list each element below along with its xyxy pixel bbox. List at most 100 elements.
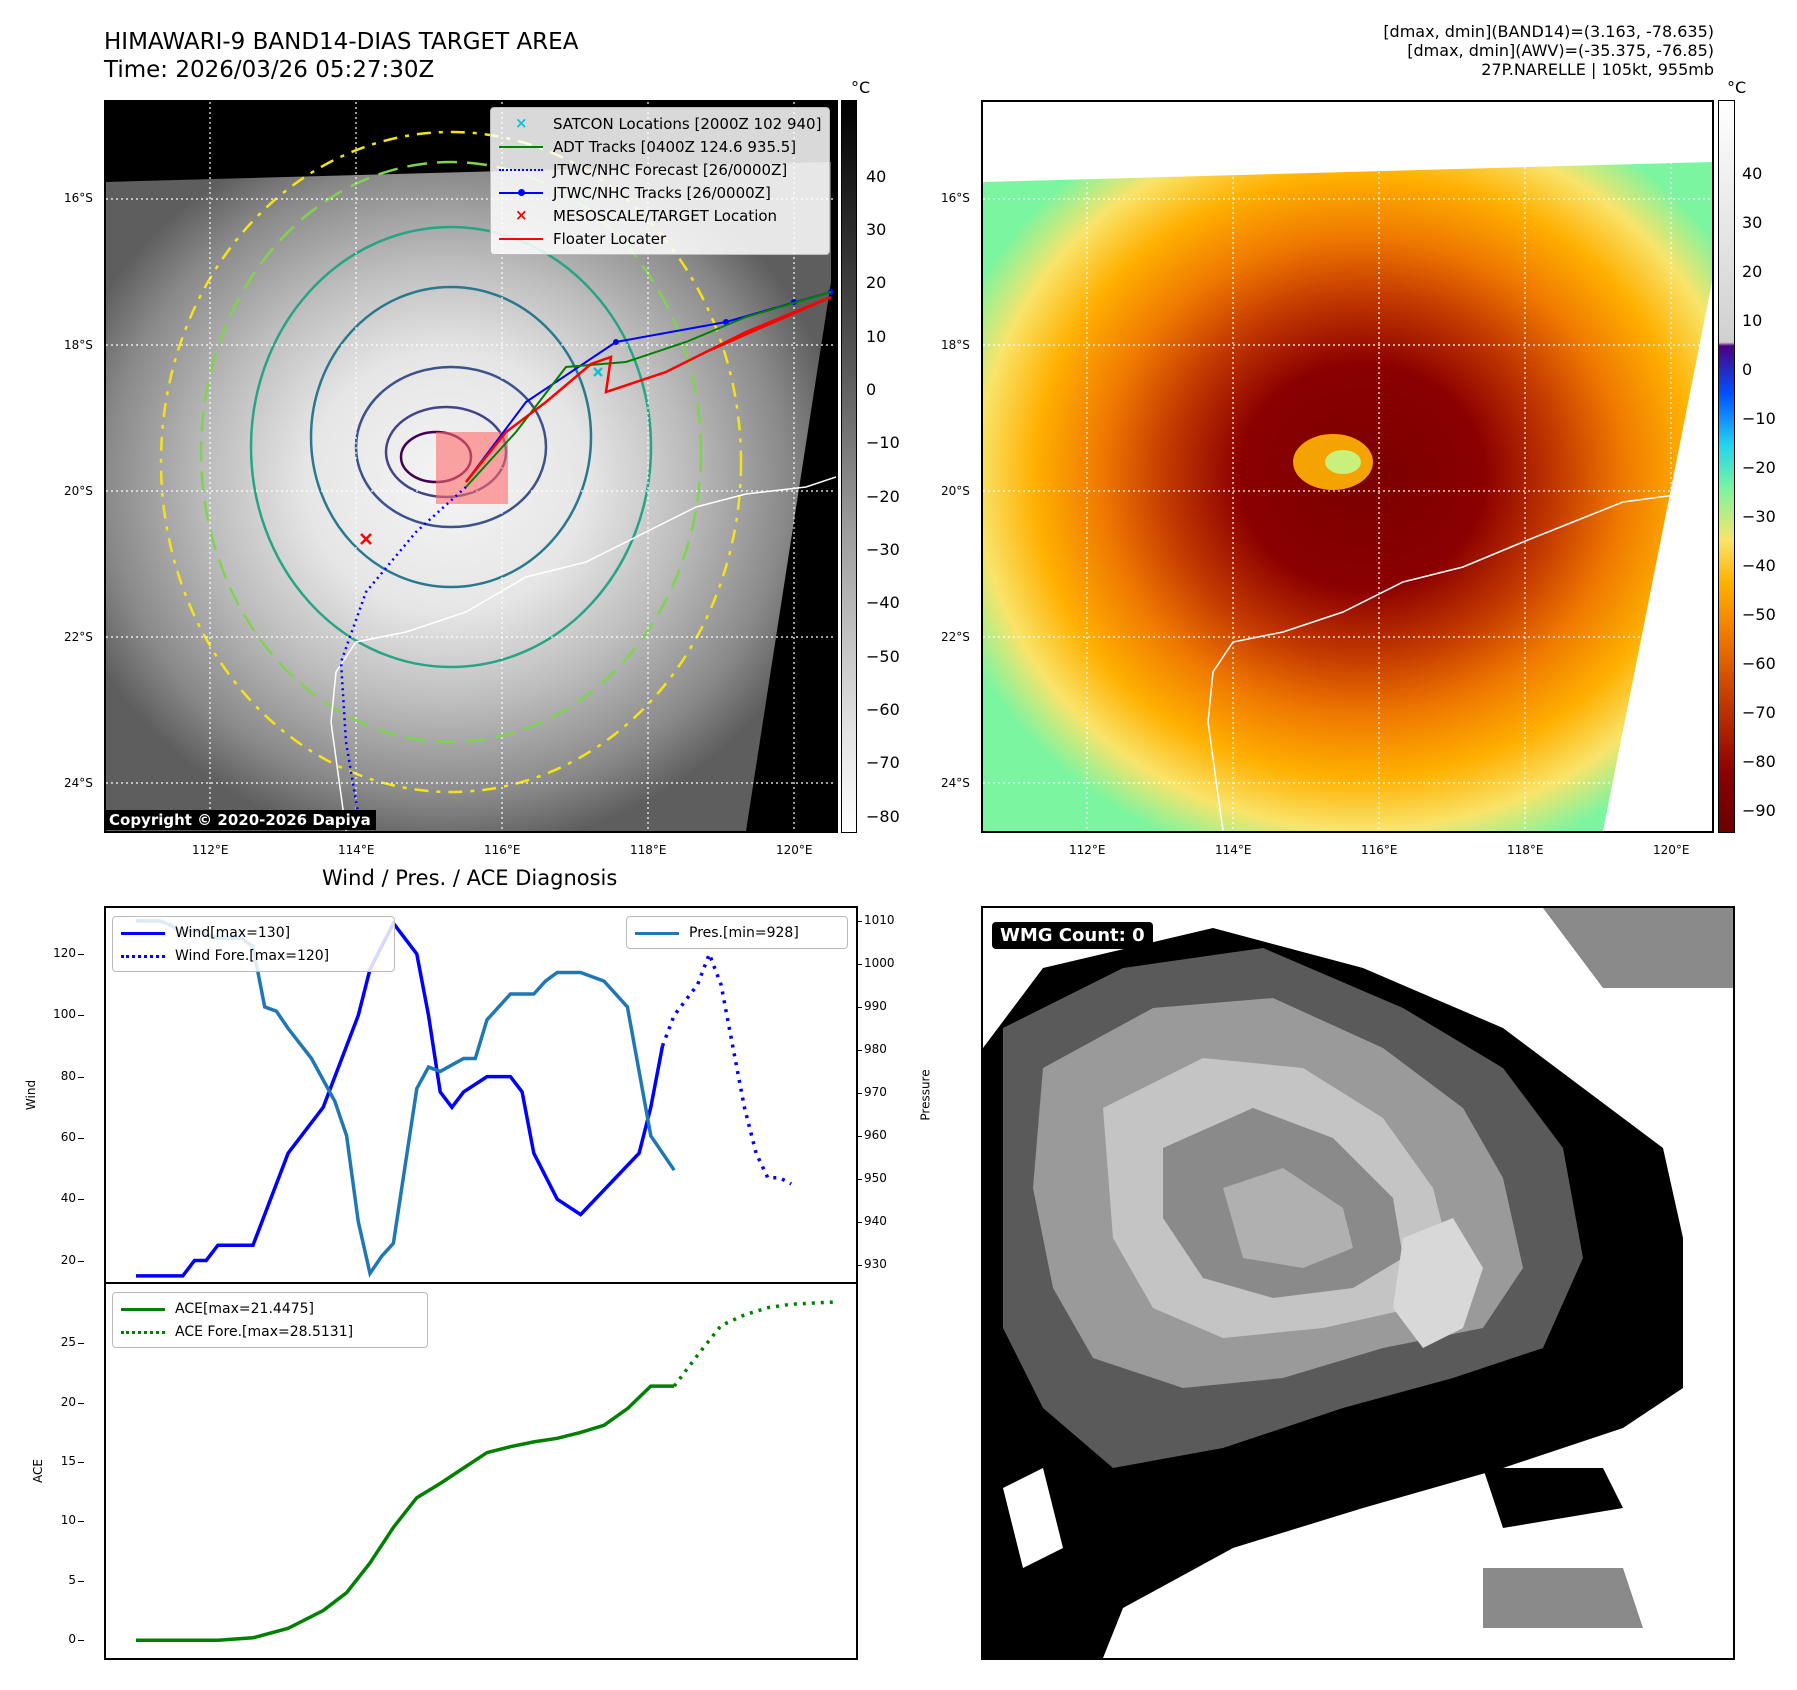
- colorbar-tick: 10: [866, 326, 887, 346]
- axis-tick-mark: [78, 1640, 84, 1642]
- series-line-0: [136, 920, 665, 1278]
- axis-tick: 10: [60, 1513, 76, 1528]
- wmg-panel: [981, 906, 1735, 1660]
- series-line-1: [660, 949, 793, 1186]
- band14-map: [106, 102, 836, 831]
- storm-info: [dmax, dmin](BAND14)=(3.163, -78.635) [d…: [1383, 22, 1714, 79]
- axis-tick-mark: [856, 1135, 862, 1137]
- map-legend: × SATCON Locations [2000Z 102 940] ADT T…: [490, 107, 830, 255]
- figure-title: HIMAWARI-9 BAND14-DIAS TARGET AREA Time:…: [104, 28, 578, 84]
- colorbar-tick: −70: [866, 753, 900, 773]
- axis-tick: 40: [60, 1191, 76, 1206]
- axis-tick-mark: [856, 920, 862, 922]
- axis-tick: 980: [864, 1041, 887, 1056]
- colorbar-tick: −20: [1742, 458, 1776, 478]
- axis-tick-mark: [856, 1092, 862, 1094]
- axis-tick: 20: [60, 1394, 76, 1409]
- wmg-image: [983, 908, 1733, 1658]
- colorbar-tick: 40: [1742, 164, 1763, 184]
- axis-tick: 930: [864, 1256, 887, 1271]
- right-colorbar: [1718, 100, 1735, 833]
- lat-tick: 24°S: [64, 776, 93, 790]
- lon-tick: 120°E: [1653, 843, 1690, 857]
- ace-forecast-line-icon: [121, 1326, 165, 1338]
- diagnosis-title: Wind / Pres. / ACE Diagnosis: [322, 866, 618, 890]
- colorbar-tick: −50: [1742, 605, 1776, 625]
- lat-tick: 18°S: [64, 338, 93, 352]
- colorbar-tick: −40: [1742, 556, 1776, 576]
- colorbar-tick: 40: [866, 166, 887, 186]
- axis-tick-mark: [78, 1343, 84, 1345]
- band14-map-panel: [104, 100, 838, 833]
- colorbar-tick: −30: [866, 540, 900, 559]
- pressure-axis-label: Pressure: [918, 1069, 933, 1121]
- ace-panel: [104, 1282, 858, 1660]
- ace-legend: ACE[max=21.4475] ACE Fore.[max=28.5131]: [112, 1292, 428, 1348]
- colorbar-tick: −40: [866, 593, 900, 613]
- legend-forecast-label: JTWC/NHC Forecast [26/0000Z]: [553, 160, 788, 179]
- title-line-2: Time: 2026/03/26 05:27:30Z: [104, 57, 435, 83]
- legend-ace-fore-label: ACE Fore.[max=28.5131]: [175, 1323, 354, 1340]
- colorbar-tick: −60: [1742, 654, 1776, 674]
- axis-tick-mark: [78, 1260, 84, 1262]
- legend-floater-label: Floater Locater: [553, 229, 667, 248]
- legend-floater: Floater Locater: [499, 227, 821, 250]
- awv-map-panel: [981, 100, 1714, 833]
- legend-pres-label: Pres.[min=928]: [689, 924, 799, 941]
- title-line-1: HIMAWARI-9 BAND14-DIAS TARGET AREA: [104, 29, 579, 55]
- axis-tick: 80: [60, 1068, 76, 1083]
- pressure-line-icon: [635, 927, 679, 939]
- colorbar-tick: −10: [866, 433, 900, 453]
- colorbar-tick: 20: [1742, 262, 1763, 282]
- legend-wind-label: Wind[max=130]: [175, 924, 291, 941]
- axis-tick-mark: [856, 963, 862, 965]
- lat-tick: 24°S: [941, 776, 970, 790]
- lat-tick: 22°S: [64, 630, 93, 644]
- floater-line-icon: [499, 233, 543, 245]
- lon-tick: 114°E: [1215, 843, 1252, 857]
- pressure-legend: Pres.[min=928]: [626, 916, 848, 949]
- axis-tick: 100: [53, 1007, 76, 1022]
- colorbar-tick: 0: [1742, 360, 1753, 380]
- lon-tick: 116°E: [484, 843, 521, 857]
- axis-tick: 950: [864, 1170, 887, 1185]
- axis-tick-mark: [856, 1006, 862, 1008]
- legend-ace: ACE[max=21.4475]: [121, 1297, 419, 1320]
- left-colorbar: [841, 100, 857, 833]
- copyright-label: Copyright © 2020-2026 Dapiya: [104, 810, 376, 830]
- axis-tick-mark: [78, 1076, 84, 1078]
- colorbar-tick: −20: [866, 486, 900, 506]
- legend-wind-fore: Wind Fore.[max=120]: [121, 944, 386, 967]
- colorbar-tick: −60: [866, 700, 900, 719]
- tracks-line-icon: [499, 187, 543, 199]
- axis-tick-mark: [856, 1221, 862, 1223]
- axis-tick-mark: [78, 1580, 84, 1582]
- legend-wind-fore-label: Wind Fore.[max=120]: [175, 947, 330, 964]
- legend-satcon: × SATCON Locations [2000Z 102 940]: [499, 112, 821, 135]
- colorbar-tick: −70: [1742, 703, 1776, 723]
- info-line-1: [dmax, dmin](BAND14)=(3.163, -78.635): [1383, 22, 1714, 41]
- forecast-line-icon: [499, 164, 543, 176]
- axis-tick: 960: [864, 1127, 887, 1142]
- lon-tick: 120°E: [776, 843, 813, 857]
- lat-tick: 20°S: [941, 484, 970, 498]
- legend-forecast: JTWC/NHC Forecast [26/0000Z]: [499, 158, 821, 181]
- info-line-2: [dmax, dmin](AWV)=(-35.375, -76.85): [1407, 41, 1714, 60]
- axis-tick: 1010: [864, 912, 895, 927]
- axis-tick: 120: [53, 945, 76, 960]
- axis-tick-mark: [856, 1049, 862, 1051]
- axis-tick: 0: [68, 1632, 76, 1647]
- series-line-0: [136, 1384, 675, 1642]
- axis-tick: 60: [60, 1129, 76, 1144]
- ace-axis-label: ACE: [30, 1459, 45, 1483]
- legend-tracks: JTWC/NHC Tracks [26/0000Z]: [499, 181, 821, 204]
- axis-tick: 5: [68, 1572, 76, 1587]
- wind-legend: Wind[max=130] Wind Fore.[max=120]: [112, 916, 395, 972]
- axis-tick-mark: [78, 1015, 84, 1017]
- axis-tick-mark: [856, 1264, 862, 1266]
- axis-tick: 990: [864, 998, 887, 1013]
- legend-ace-label: ACE[max=21.4475]: [175, 1300, 315, 1317]
- colorbar-tick: 0: [866, 380, 877, 399]
- lat-tick: 22°S: [941, 630, 970, 644]
- lon-tick: 116°E: [1361, 843, 1398, 857]
